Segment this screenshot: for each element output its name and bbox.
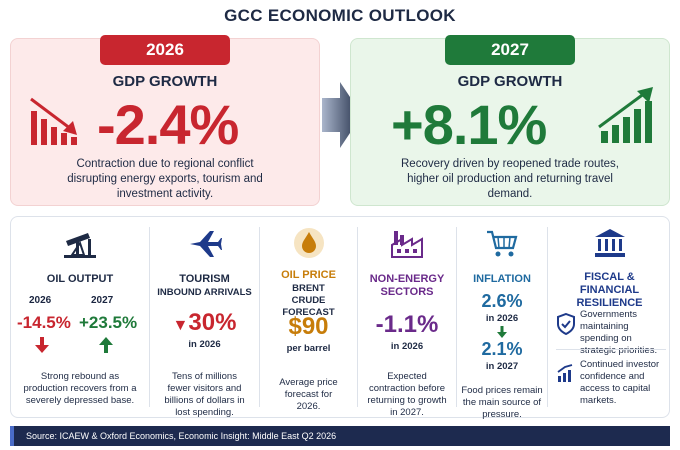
oil-price-unit: per barrel: [286, 343, 331, 354]
source-footer: Source: ICAEW & Oxford Economics, Econom…: [10, 426, 670, 446]
falling-chart-icon: [27, 95, 89, 156]
non-energy-title: NON-ENERGY SECTORS: [369, 273, 445, 298]
oil-output-year-1: 2026: [29, 295, 52, 306]
fiscal-item-2: Continued investor confidence and access…: [580, 359, 660, 406]
down-arrow-icon: [35, 337, 49, 358]
year-badge-2026: 2026: [100, 35, 230, 65]
tourism-year: in 2026: [188, 339, 221, 350]
tourism-value-row: ▼30%: [150, 309, 259, 337]
down-triangle-icon: ▼: [172, 317, 189, 334]
card-non-energy: NON-ENERGY SECTORS -1.1% in 2026 Expecte…: [358, 217, 456, 419]
inflation-value-2: 2.1%: [481, 339, 523, 359]
card-fiscal: FISCAL & FINANCIAL RESILIENCE Government…: [548, 217, 671, 419]
shopping-cart-icon: [457, 229, 547, 264]
fiscal-title: FISCAL & FINANCIAL RESILIENCE: [576, 271, 643, 309]
inflation-title: INFLATION: [473, 273, 531, 285]
oil-price-value: $90: [288, 313, 329, 340]
bank-icon: [548, 227, 671, 264]
inflation-value-1: 2.6%: [481, 291, 523, 311]
tourism-desc: Tens of millions fewer visitors and bill…: [164, 371, 245, 418]
inflation-year-2: in 2027: [485, 361, 519, 372]
fiscal-item-1: Governments maintaining spending on stra…: [580, 309, 658, 356]
oil-output-desc: Strong rebound as production recovers fr…: [23, 371, 137, 406]
gdp-value-2027: +8.1%: [391, 93, 547, 156]
inflation-year-1: in 2026: [485, 313, 519, 324]
card-inflation: INFLATION 2.6% in 2026 2.1% in 2027 Food…: [457, 217, 547, 420]
card-oil-output: OIL OUTPUT 2026 2027 -14.5% +23.5% Stron…: [11, 217, 149, 419]
year-badge-2027: 2027: [445, 35, 575, 65]
oil-drop-icon: [260, 227, 357, 264]
airplane-icon: [150, 229, 259, 264]
gdp-desc-2026: Contraction due to regional conflict dis…: [67, 158, 263, 200]
down-arrow-icon: [457, 325, 547, 343]
up-arrow-icon: [99, 337, 113, 358]
card-tourism: TOURISM INBOUND ARRIVALS ▼30% in 2026 Te…: [150, 217, 259, 419]
shield-check-icon: [556, 312, 576, 340]
gdp-label-2027: GDP GROWTH: [457, 73, 563, 90]
oil-price-subtitle: BRENT CRUDE FORECAST: [282, 283, 335, 318]
page-title: GCC ECONOMIC OUTLOOK: [224, 6, 456, 25]
tourism-title: TOURISM: [179, 273, 230, 285]
rising-chart-icon: [595, 87, 659, 152]
gdp-label-2026: GDP GROWTH: [112, 73, 218, 90]
oil-output-value-2: +23.5%: [79, 313, 138, 332]
forward-arrow-icon: [322, 80, 362, 150]
panel-2027: 2027 GDP GROWTH +8.1% Recovery driven by…: [350, 35, 670, 206]
panel-2026: 2026 GDP GROWTH -2.4% Contraction due to…: [10, 35, 320, 206]
gdp-desc-2027: Recovery driven by reopened trade routes…: [401, 158, 619, 200]
oil-output-title: OIL OUTPUT: [46, 273, 114, 285]
oil-price-desc: Average price forecast for 2026.: [279, 377, 338, 412]
non-energy-value: -1.1%: [375, 311, 439, 338]
oil-output-value-1: -14.5%: [17, 313, 71, 332]
gdp-value-2026: -2.4%: [97, 93, 239, 156]
tourism-subtitle: INBOUND ARRIVALS: [157, 287, 252, 298]
factory-icon: [358, 229, 456, 264]
growth-chart-icon: [556, 363, 576, 388]
oil-pump-icon: [11, 229, 149, 264]
non-energy-desc: Expected contraction before returning to…: [367, 371, 447, 418]
card-oil-price: OIL PRICE BRENT CRUDE FORECAST $90 per b…: [260, 217, 357, 419]
tourism-value: 30%: [188, 309, 237, 336]
oil-price-title: OIL PRICE: [281, 269, 336, 281]
inflation-desc: Food prices remain the main source of pr…: [461, 385, 543, 420]
oil-output-year-2: 2027: [91, 295, 114, 306]
indicator-cards: OIL OUTPUT 2026 2027 -14.5% +23.5% Stron…: [10, 216, 671, 420]
non-energy-year: in 2026: [390, 341, 424, 352]
